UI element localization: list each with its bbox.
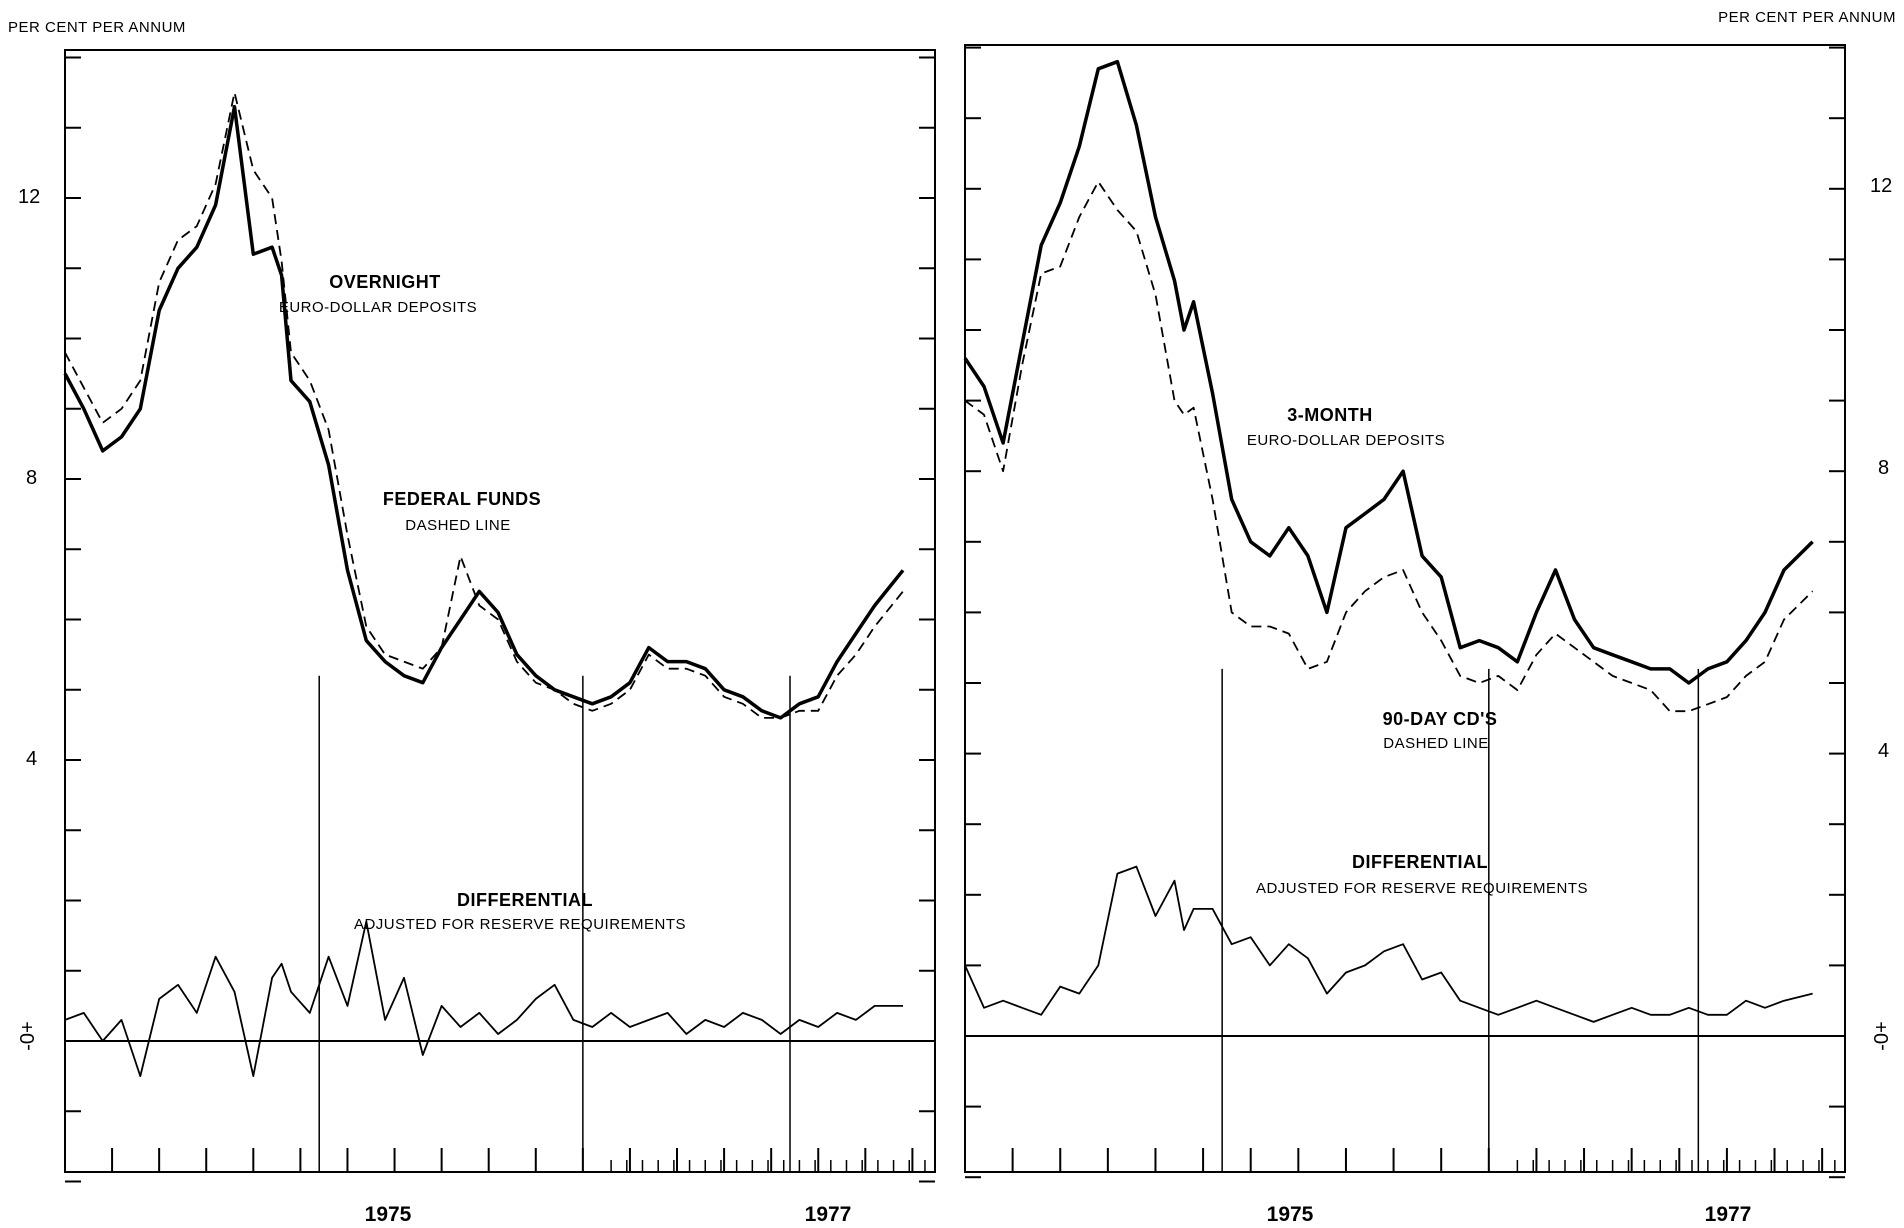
series-line-differential [64, 920, 903, 1077]
right-year-label: 1975 [1267, 1203, 1314, 1223]
left-y-unit-label: PER CENT PER ANNUM [8, 19, 186, 36]
right-y-tick-label: 4 [1878, 740, 1889, 762]
left-overnight-subtitle: EURO-DOLLAR DEPOSITS [279, 299, 477, 316]
right-y-unit-label: PER CENT PER ANNUM [1718, 9, 1896, 26]
left-differential-title: DIFFERENTIAL [457, 890, 593, 910]
right-year-label: 1977 [1705, 1203, 1752, 1223]
left-y-tick-label: 4 [26, 748, 37, 770]
left-year-label: 1975 [365, 1203, 412, 1223]
series-line-bold [63, 104, 905, 720]
right-plot-frame [964, 44, 1846, 1173]
left-panel: PER CENT PER ANNUM 12 8 4 -0+ 1975 1977 … [8, 19, 936, 1226]
right-zero-marker: -0+ [1871, 1021, 1893, 1050]
left-y-tick-label: 8 [26, 467, 37, 489]
left-y-tick-label: 12 [18, 186, 40, 208]
series-line-bold [963, 59, 1814, 685]
right-90-day-cds-title: 90-DAY CD'S [1383, 709, 1498, 729]
left-federal-funds-subtitle: DASHED LINE [405, 517, 511, 534]
left-plot-frame [64, 49, 936, 1173]
left-year-label: 1977 [805, 1203, 852, 1223]
left-federal-funds-title: FEDERAL FUNDS [383, 489, 541, 509]
right-differential-title: DIFFERENTIAL [1352, 852, 1488, 872]
chart-marks [63, 46, 1845, 1183]
left-differential-subtitle: ADJUSTED FOR RESERVE REQUIREMENTS [354, 916, 686, 933]
series-line-dashed [964, 180, 1814, 713]
left-overnight-title: OVERNIGHT [329, 272, 441, 292]
right-y-tick-label: 12 [1870, 175, 1892, 197]
left-zero-marker: -0+ [17, 1021, 39, 1050]
right-differential-subtitle: ADJUSTED FOR RESERVE REQUIREMENTS [1256, 880, 1588, 897]
right-3-month-title: 3-MONTH [1287, 405, 1373, 425]
right-90-day-cds-subtitle: DASHED LINE [1383, 735, 1489, 752]
series-line-differential [964, 865, 1813, 1023]
right-panel: PER CENT PER ANNUM 12 8 4 -0+ 1975 1977 … [964, 9, 1896, 1226]
right-3-month-subtitle: EURO-DOLLAR DEPOSITS [1247, 432, 1445, 449]
right-y-tick-label: 8 [1878, 457, 1889, 479]
left-y-tick-labels: 12 8 4 -0+ [17, 186, 40, 1051]
series-line-dashed [64, 91, 904, 719]
right-y-tick-labels: 12 8 4 -0+ [1870, 175, 1893, 1051]
